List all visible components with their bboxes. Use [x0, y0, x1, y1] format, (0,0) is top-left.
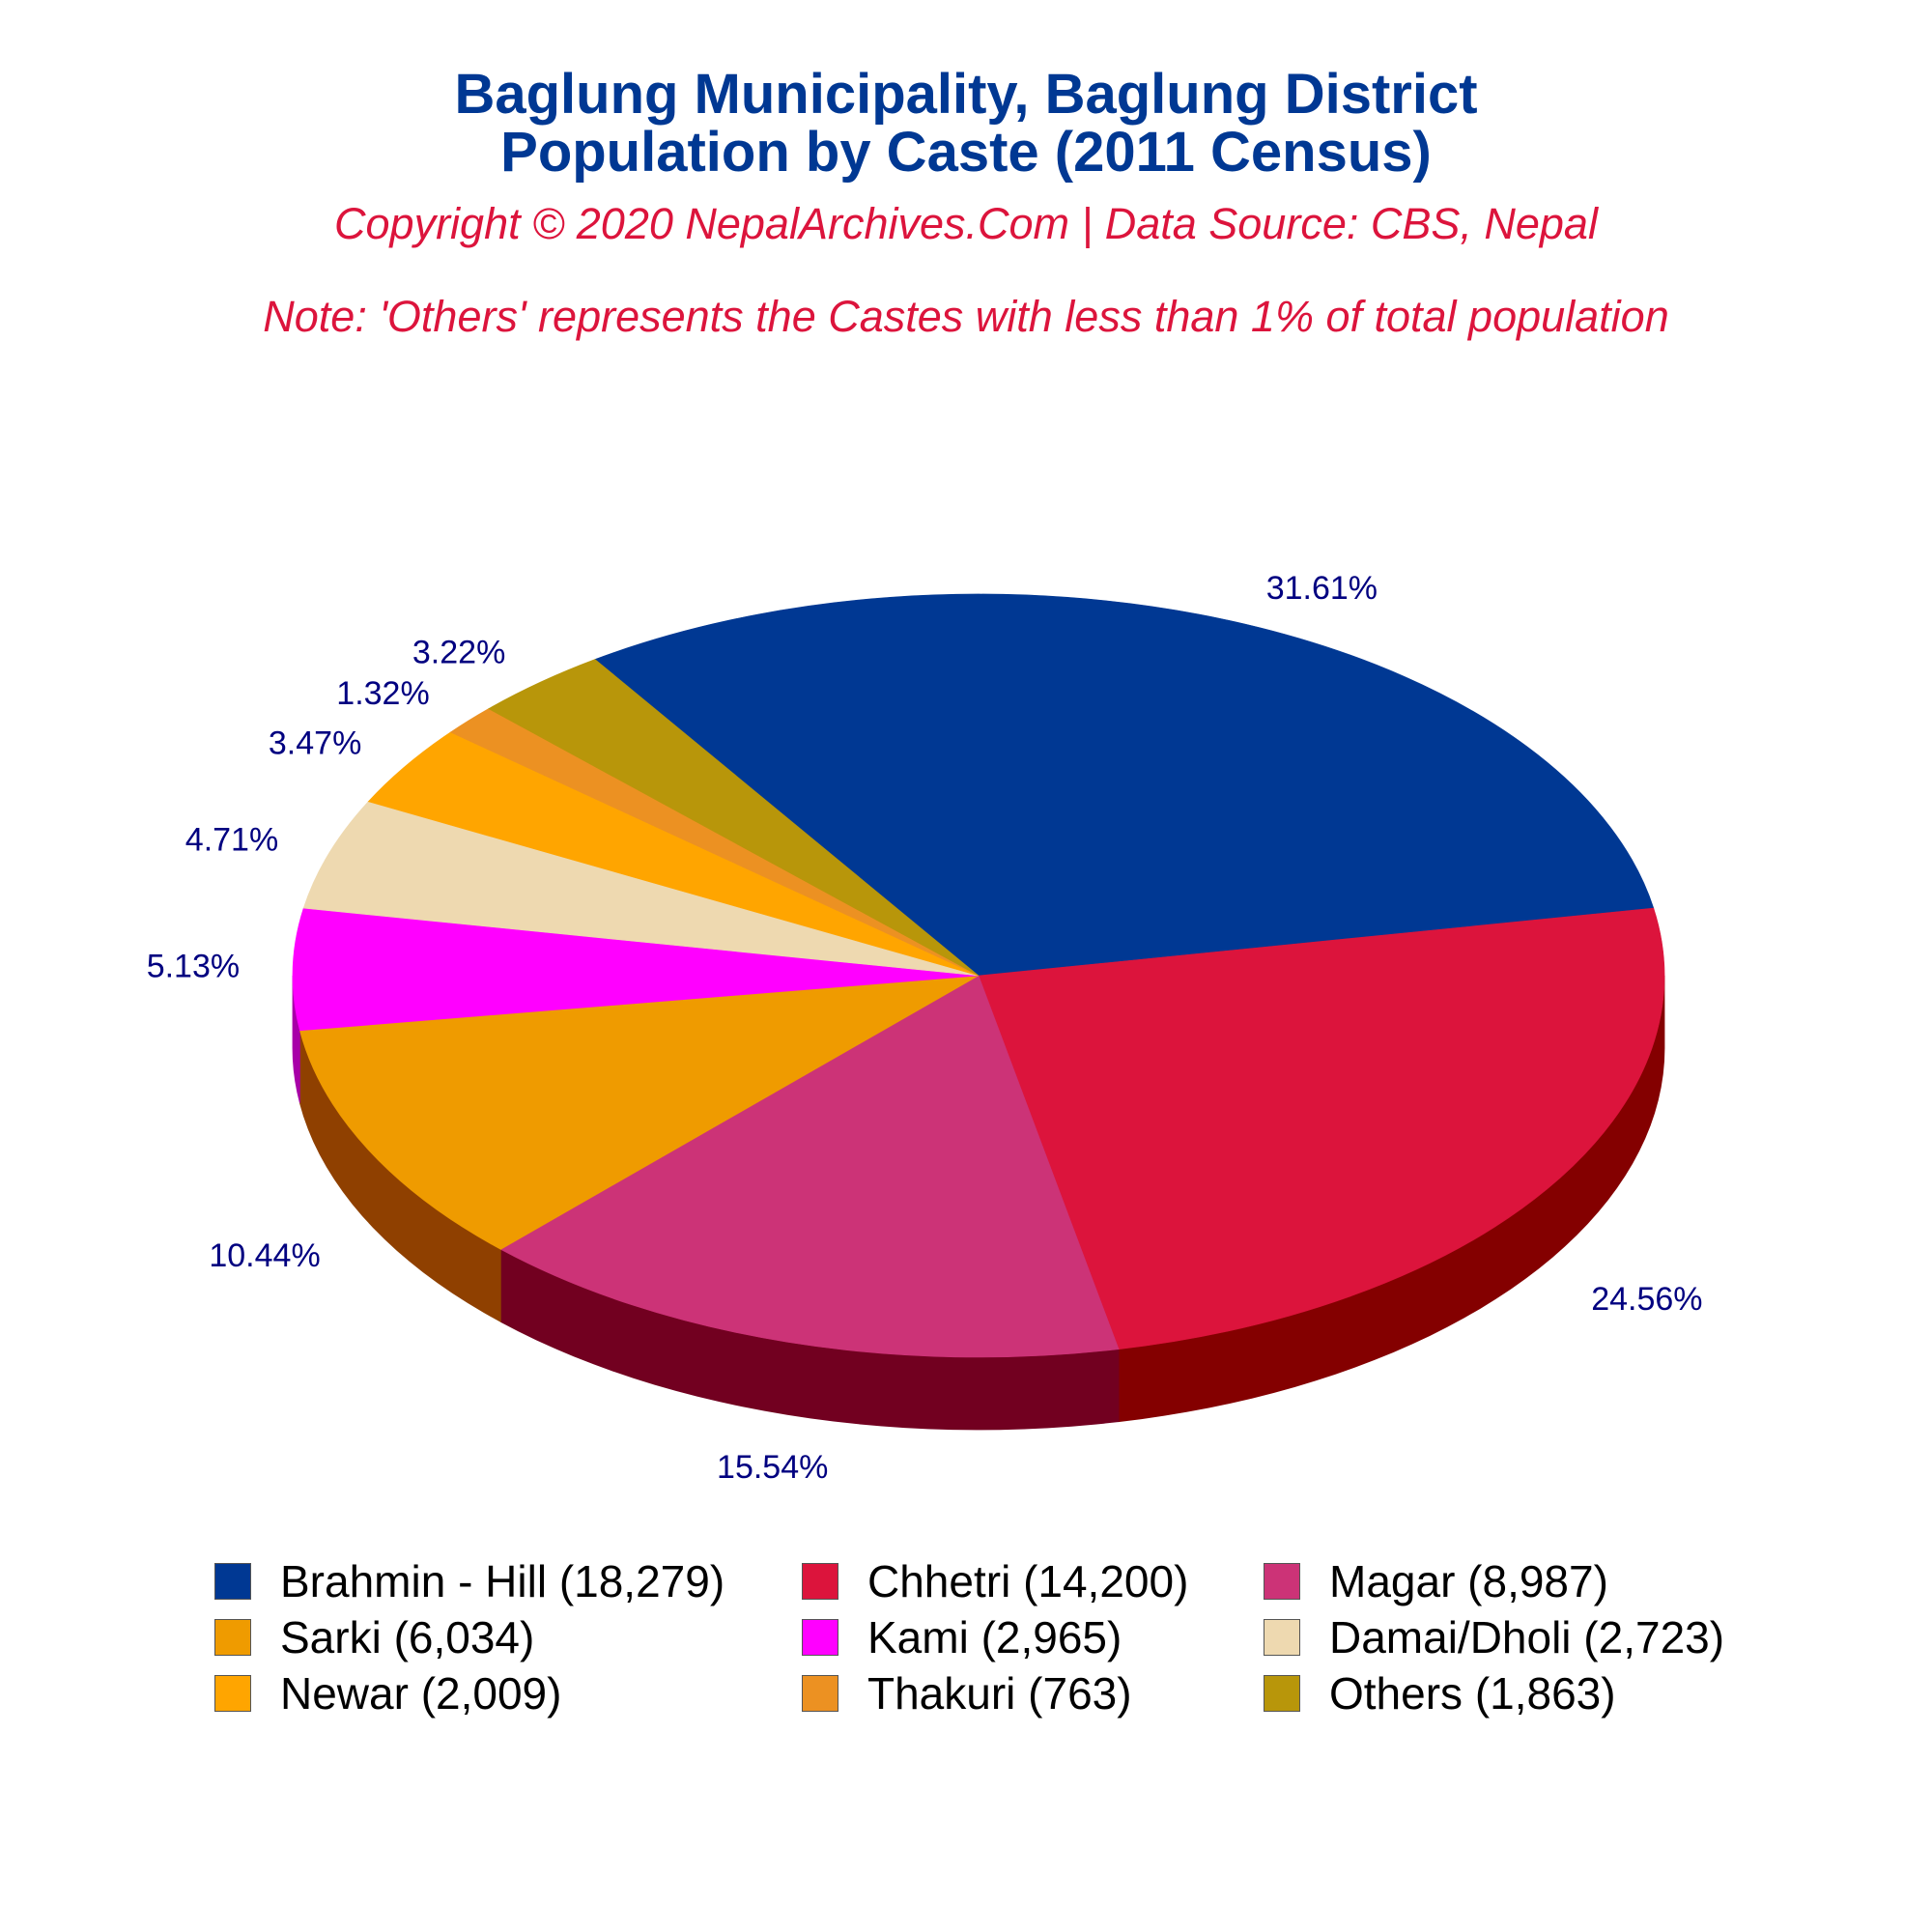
legend-swatch-magar: [1264, 1563, 1300, 1600]
legend-label-magar: Magar (8,987): [1329, 1556, 1608, 1606]
pie-percent-labels: 31.61% 24.56% 15.54% 10.44% 5.13% 4.71% 3.47% 1…: [147, 570, 1703, 1486]
legend-item-magar: Magar (8,987): [1264, 1555, 1799, 1607]
copyright-text: Copyright © 2020 NepalArchives.Com | Dat…: [334, 199, 1598, 248]
pie-slice-brahmin-hill: [594, 593, 1655, 977]
legend-swatch-chhetri: [802, 1563, 838, 1600]
legend-label-sarki: Sarki (6,034): [280, 1612, 535, 1662]
legend-item-others: Others (1,863): [1264, 1667, 1799, 1719]
pie-slice-sarki: [298, 975, 980, 1250]
pie-top-faces: [292, 593, 1665, 1358]
percent-label-kami: 5.13%: [147, 949, 240, 985]
chart-legend: Brahmin - Hill (18,279) Chhetri (14,200) M…: [214, 1555, 1799, 1719]
legend-label-newar: Newar (2,009): [280, 1668, 562, 1719]
legend-swatch-others: [1264, 1675, 1300, 1712]
pie-side-walls: [292, 975, 1665, 1431]
percent-label-others: 3.22%: [412, 634, 505, 670]
legend-swatch-newar: [214, 1675, 251, 1712]
percent-label-sarki: 10.44%: [209, 1237, 320, 1274]
legend-swatch-brahmin-hill: [214, 1563, 251, 1600]
pie-slice-magar: [499, 975, 1120, 1358]
percent-label-thakuri: 1.32%: [336, 675, 429, 712]
percent-label-magar: 15.54%: [717, 1449, 828, 1486]
legend-label-chhetri: Chhetri (14,200): [867, 1556, 1189, 1606]
legend-swatch-sarki: [214, 1619, 251, 1656]
legend-item-chhetri: Chhetri (14,200): [802, 1555, 1264, 1607]
percent-label-brahmin-hill: 31.61%: [1266, 570, 1378, 607]
percent-label-damai-dholi: 4.71%: [185, 821, 278, 858]
pie-slice-kami: [292, 907, 980, 1032]
legend-label-kami: Kami (2,965): [867, 1612, 1122, 1662]
chart-title-line1: Baglung Municipality, Baglung District: [454, 63, 1478, 126]
legend-swatch-kami: [802, 1619, 838, 1656]
percent-label-chhetri: 24.56%: [1591, 1281, 1702, 1318]
chart-title-line2: Population by Caste (2011 Census): [500, 121, 1432, 184]
legend-label-thakuri: Thakuri (763): [867, 1668, 1132, 1719]
legend-label-damai-dholi: Damai/Dholi (2,723): [1329, 1612, 1725, 1662]
legend-item-damai-dholi: Damai/Dholi (2,723): [1264, 1611, 1799, 1663]
legend-item-sarki: Sarki (6,034): [214, 1611, 802, 1663]
legend-item-thakuri: Thakuri (763): [802, 1667, 1264, 1719]
note-text: Note: 'Others' represents the Castes wit…: [263, 292, 1669, 341]
pie-slice-damai-dholi: [302, 801, 980, 977]
pie-chart: 31.61% 24.56% 15.54% 10.44% 5.13% 4.71% 3.47% 1…: [147, 570, 1703, 1486]
pie-slice-chhetri: [978, 907, 1665, 1350]
legend-label-brahmin-hill: Brahmin - Hill (18,279): [280, 1556, 725, 1606]
pie-slice-others: [488, 659, 980, 977]
legend-item-kami: Kami (2,965): [802, 1611, 1264, 1663]
legend-swatch-thakuri: [802, 1675, 838, 1712]
chart-header: Baglung Municipality, Baglung District P…: [0, 0, 1932, 342]
legend-item-newar: Newar (2,009): [214, 1667, 802, 1719]
legend-label-others: Others (1,863): [1329, 1668, 1616, 1719]
legend-item-brahmin-hill: Brahmin - Hill (18,279): [214, 1555, 802, 1607]
legend-swatch-damai-dholi: [1264, 1619, 1300, 1656]
percent-label-newar: 3.47%: [269, 725, 361, 762]
